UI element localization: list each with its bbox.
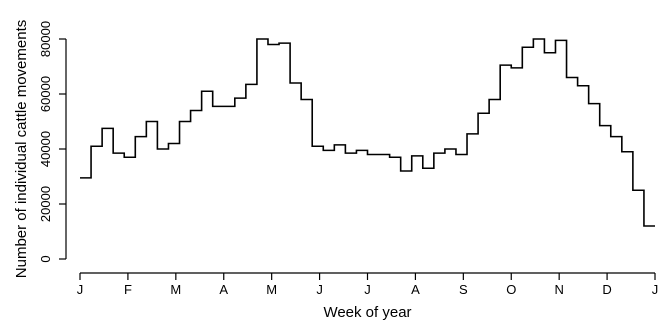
x-tick-label: J (652, 282, 659, 297)
y-tick-label: 20000 (38, 186, 53, 222)
series-step-line (80, 38, 655, 227)
x-tick-label: M (170, 282, 181, 297)
x-tick-label: J (364, 282, 371, 297)
y-axis: 0 20000 40000 60000 80000 (38, 21, 67, 263)
y-tick-label: 80000 (38, 21, 53, 57)
plot-area (80, 38, 655, 227)
x-tick-label: M (266, 282, 277, 297)
y-axis-title: Number of individual cattle movements (13, 20, 30, 278)
y-tick-label: 0 (38, 255, 53, 262)
x-tick-label: A (219, 282, 228, 297)
x-tick-label: D (602, 282, 611, 297)
x-tick-label: J (77, 282, 84, 297)
y-tick-label: 60000 (38, 76, 53, 112)
x-axis-title: Week of year (323, 304, 411, 321)
x-tick-label: O (506, 282, 516, 297)
x-tick-label: A (411, 282, 420, 297)
x-tick-label: S (459, 282, 468, 297)
x-tick-label: F (124, 282, 132, 297)
x-tick-label: J (316, 282, 323, 297)
x-tick-label: N (554, 282, 563, 297)
y-tick-label: 40000 (38, 131, 53, 167)
